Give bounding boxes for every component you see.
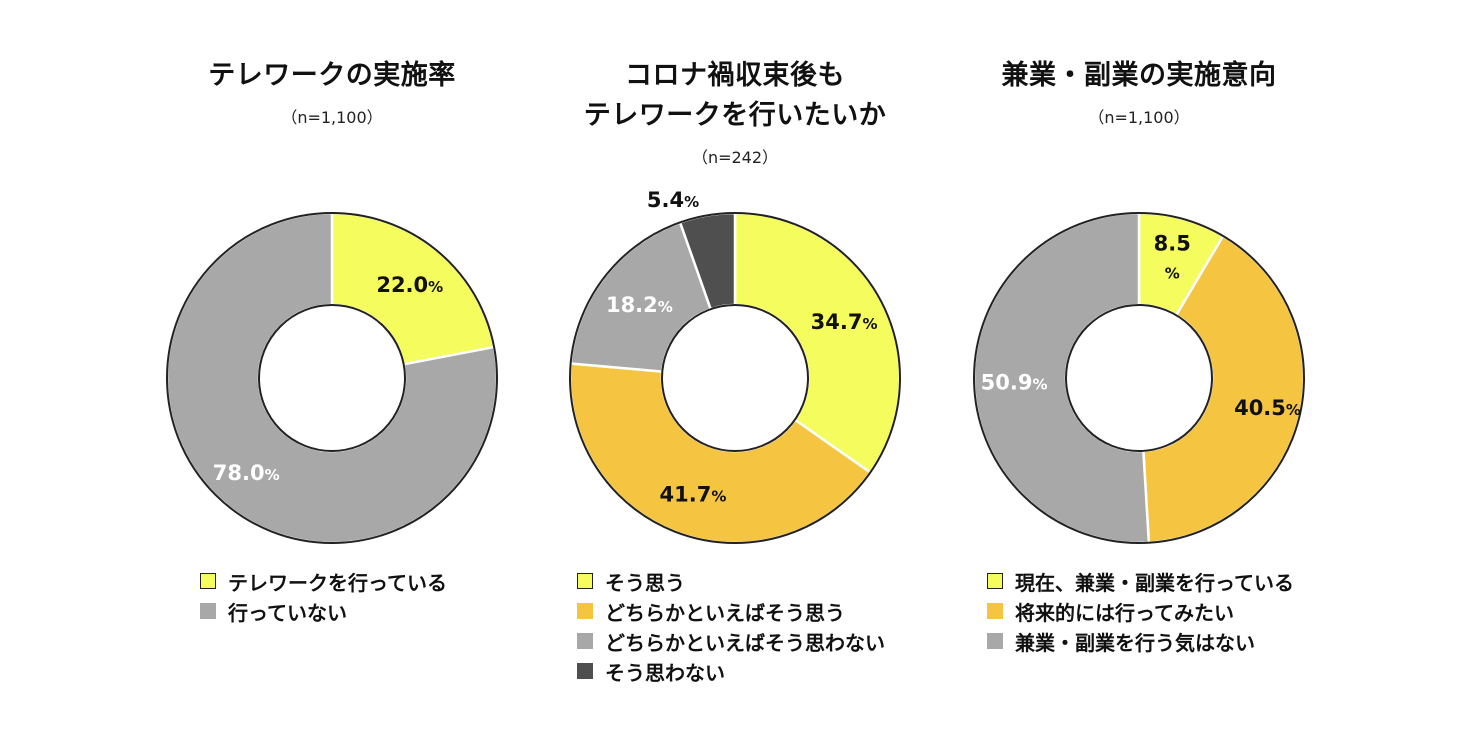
chart-title: コロナ禍収束後も テレワークを行いたいか (583, 60, 887, 131)
chart-subtitle: （n=242） (691, 148, 779, 167)
legend-item: 現在、兼業・副業を行っている (987, 566, 1294, 596)
slice-label: 40.5% (1234, 396, 1301, 420)
legend-label: 現在、兼業・副業を行っている (1015, 570, 1294, 595)
legend-label: テレワークを行っている (228, 570, 447, 595)
slice-label: 50.9% (981, 371, 1048, 395)
slice-label: 8.5% (1154, 231, 1191, 282)
slice-label: 41.7% (660, 483, 727, 507)
legend-item: テレワークを行っている (200, 566, 447, 596)
donut-outline (973, 212, 1305, 544)
donut-hole (258, 304, 406, 452)
legend-swatch (987, 633, 1003, 649)
legend-swatch (577, 663, 593, 679)
legend-label: 兼業・副業を行う気はない (1015, 630, 1255, 655)
legend-swatch (577, 603, 593, 619)
legend: そう思うどちらかといえばそう思うどちらかといえばそう思わない そう思わない (577, 566, 885, 686)
legend-swatch (577, 633, 593, 649)
chart-side-job-intent: 兼業・副業の実施意向 （n=1,100） 8.5% 40.5% 50.9% 現在、兼… (929, 0, 1349, 748)
legend-swatch (577, 573, 593, 589)
slice-label: 22.0% (376, 273, 443, 297)
chart-subtitle: （n=1,100） (281, 108, 383, 127)
donut-outline (166, 212, 498, 544)
legend-item: 将来的には行ってみたい (987, 596, 1294, 626)
donut-chart-telework-intent: 34.7% 41.7% 18.2% 5.4% (568, 188, 902, 545)
legend: テレワークを行っている 行っていない (200, 566, 447, 626)
legend-swatch (200, 603, 216, 619)
legend-label: どちらかといえばそう思う (605, 600, 845, 625)
donut-hole (661, 304, 809, 452)
legend-item: どちらかといえばそう思わない (577, 626, 885, 656)
legend-label: そう思う (605, 570, 685, 595)
slice-label: 34.7% (811, 310, 878, 334)
legend-label: そう思わない (605, 660, 725, 685)
donut-outline (569, 212, 901, 544)
legend-label: どちらかといえばそう思わない (605, 630, 885, 655)
legend-swatch (987, 573, 1003, 589)
slice-label: 18.2% (606, 293, 673, 317)
donut-chart-telework-rate: 22.0% 78.0% (165, 211, 499, 545)
donut-hole (1065, 304, 1213, 452)
slice-label: 78.0% (213, 461, 280, 485)
legend-item: そう思う (577, 566, 885, 596)
legend-item: 行っていない (200, 596, 447, 626)
legend-label: 将来的には行ってみたい (1015, 600, 1234, 625)
legend-swatch (200, 573, 216, 589)
legend-label: 行っていない (228, 600, 347, 625)
legend-item: 兼業・副業を行う気はない (987, 626, 1294, 656)
chart-title: 兼業・副業の実施意向 (1001, 60, 1277, 91)
chart-telework-rate: テレワークの実施率 （n=1,100） 22.0% 78.0% テレワークを行って… (122, 0, 542, 748)
legend: 現在、兼業・副業を行っている 将来的には行ってみたい 兼業・副業を行う気はない (987, 566, 1294, 656)
chart-telework-intent: コロナ禍収束後も テレワークを行いたいか （n=242） 34.7% 41.7% 1… (525, 0, 945, 748)
donut-chart-side-job-intent: 8.5 % 40.5% 50.9% (972, 211, 1306, 545)
chart-title: テレワークの実施率 (208, 60, 456, 91)
legend-item: どちらかといえばそう思う (577, 596, 885, 626)
legend-swatch (987, 603, 1003, 619)
slice-label: 5.4% (647, 188, 699, 212)
chart-subtitle: （n=1,100） (1088, 108, 1190, 127)
legend-item: そう思わない (577, 656, 885, 686)
